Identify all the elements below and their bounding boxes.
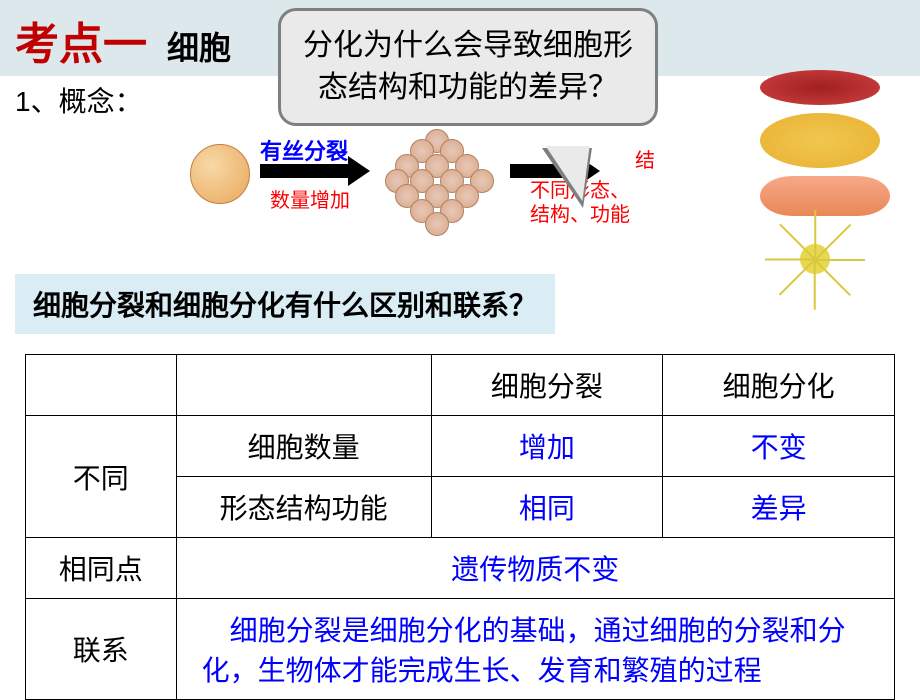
table-row: 联系 细胞分裂是细胞分化的基础，通过细胞的分裂和分化，生物体才能完成生长、发育和… (26, 599, 895, 700)
similarity-label: 相同点 (26, 538, 177, 599)
table-row: 相同点 遗传物质不变 (26, 538, 895, 599)
table-row: 不同 细胞数量 增加 不变 (26, 416, 895, 477)
relation-label: 联系 (26, 599, 177, 700)
table-row: 细胞分裂 细胞分化 (26, 355, 895, 416)
speech-bubble: 分化为什么会导致细胞形态结构和功能的差异？ (278, 8, 658, 126)
cell-cluster-icon (380, 124, 500, 234)
rbc-icon (760, 70, 880, 105)
increase-value: 增加 (431, 416, 663, 477)
fat-cell-icon (760, 113, 880, 168)
header-differentiation: 细胞分化 (663, 355, 895, 416)
different-label: 不同 (26, 416, 177, 538)
neuron-icon (760, 224, 870, 294)
count-label: 数量增加 (270, 184, 350, 213)
mitosis-label: 有丝分裂 (260, 134, 348, 166)
egg-cell-icon (190, 144, 250, 204)
muscle-cell-icon (760, 176, 890, 216)
genetic-value: 遗传物质不变 (176, 538, 894, 599)
relation-text: 细胞分裂是细胞分化的基础，通过细胞的分裂和分化，生物体才能完成生长、发育和繁殖的… (176, 599, 894, 700)
differentiated-cells (760, 70, 900, 290)
morphology-label: 形态结构功能 (176, 477, 431, 538)
diff-value: 差异 (663, 477, 895, 538)
header-division: 细胞分裂 (431, 355, 663, 416)
struct-label: 结 (635, 144, 655, 173)
arrow-icon (260, 164, 350, 178)
kaodian-label: 考点一 (15, 8, 147, 72)
cell (26, 355, 177, 416)
cell (176, 355, 431, 416)
subtitle: 细胞 (167, 23, 231, 69)
same-value: 相同 (431, 477, 663, 538)
unchanged-value: 不变 (663, 416, 895, 477)
cell-count-label: 细胞数量 (176, 416, 431, 477)
comparison-table: 细胞分裂 细胞分化 不同 细胞数量 增加 不变 形态结构功能 相同 差异 相同点… (25, 354, 895, 700)
question-box: 细胞分裂和细胞分化有什么区别和联系？ (15, 274, 555, 334)
